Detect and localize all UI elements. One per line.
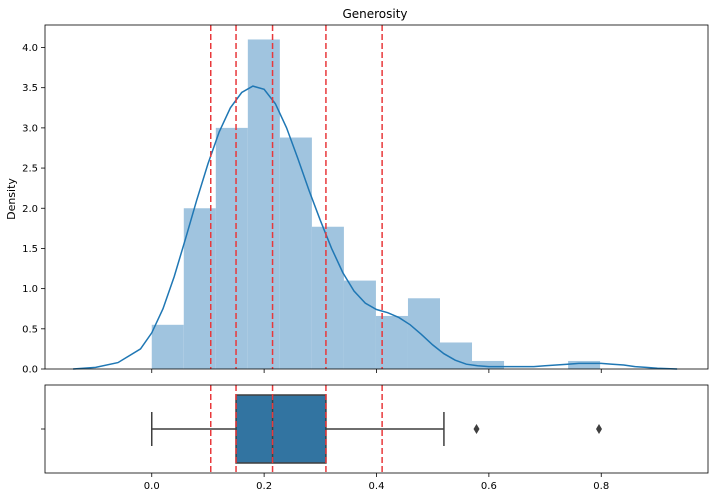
y-tick-label: 0.5 [22,324,38,335]
x-tick-label: 0.8 [593,481,609,492]
y-tick-label: 4.0 [22,43,38,54]
histogram-bar [407,298,440,369]
y-tick-label: 3.5 [22,83,38,94]
chart-title: Generosity [342,7,407,21]
boxplot-plot-area [151,385,602,473]
box-iqr [235,394,327,464]
kde-curve [73,85,678,370]
histogram-bar [311,226,344,369]
x-tick-label: 0.0 [144,481,160,492]
histogram-bar [279,137,312,369]
outlier-marker [473,424,480,434]
y-tick-label: 3.0 [22,123,38,134]
y-axis-label: Density [5,178,18,220]
x-tick-label: 0.4 [369,481,385,492]
histogram-bar [375,315,408,369]
y-tick-label: 1.0 [22,284,38,295]
y-tick-label: 2.0 [22,204,38,215]
y-tick-label: 2.5 [22,164,38,175]
histogram-bar [343,280,376,369]
histogram-bar [472,360,505,369]
x-tick-label: 0.2 [256,481,272,492]
histogram-plot-area [73,25,678,370]
histogram-bar [215,127,248,369]
histogram-bar [247,39,280,370]
outlier-marker [595,424,602,434]
y-tick-label: 1.5 [22,244,38,255]
histogram-bar [151,324,184,369]
y-tick-label: 0.0 [22,365,38,376]
histogram-bar [568,360,601,369]
x-tick-label: 0.6 [481,481,497,492]
